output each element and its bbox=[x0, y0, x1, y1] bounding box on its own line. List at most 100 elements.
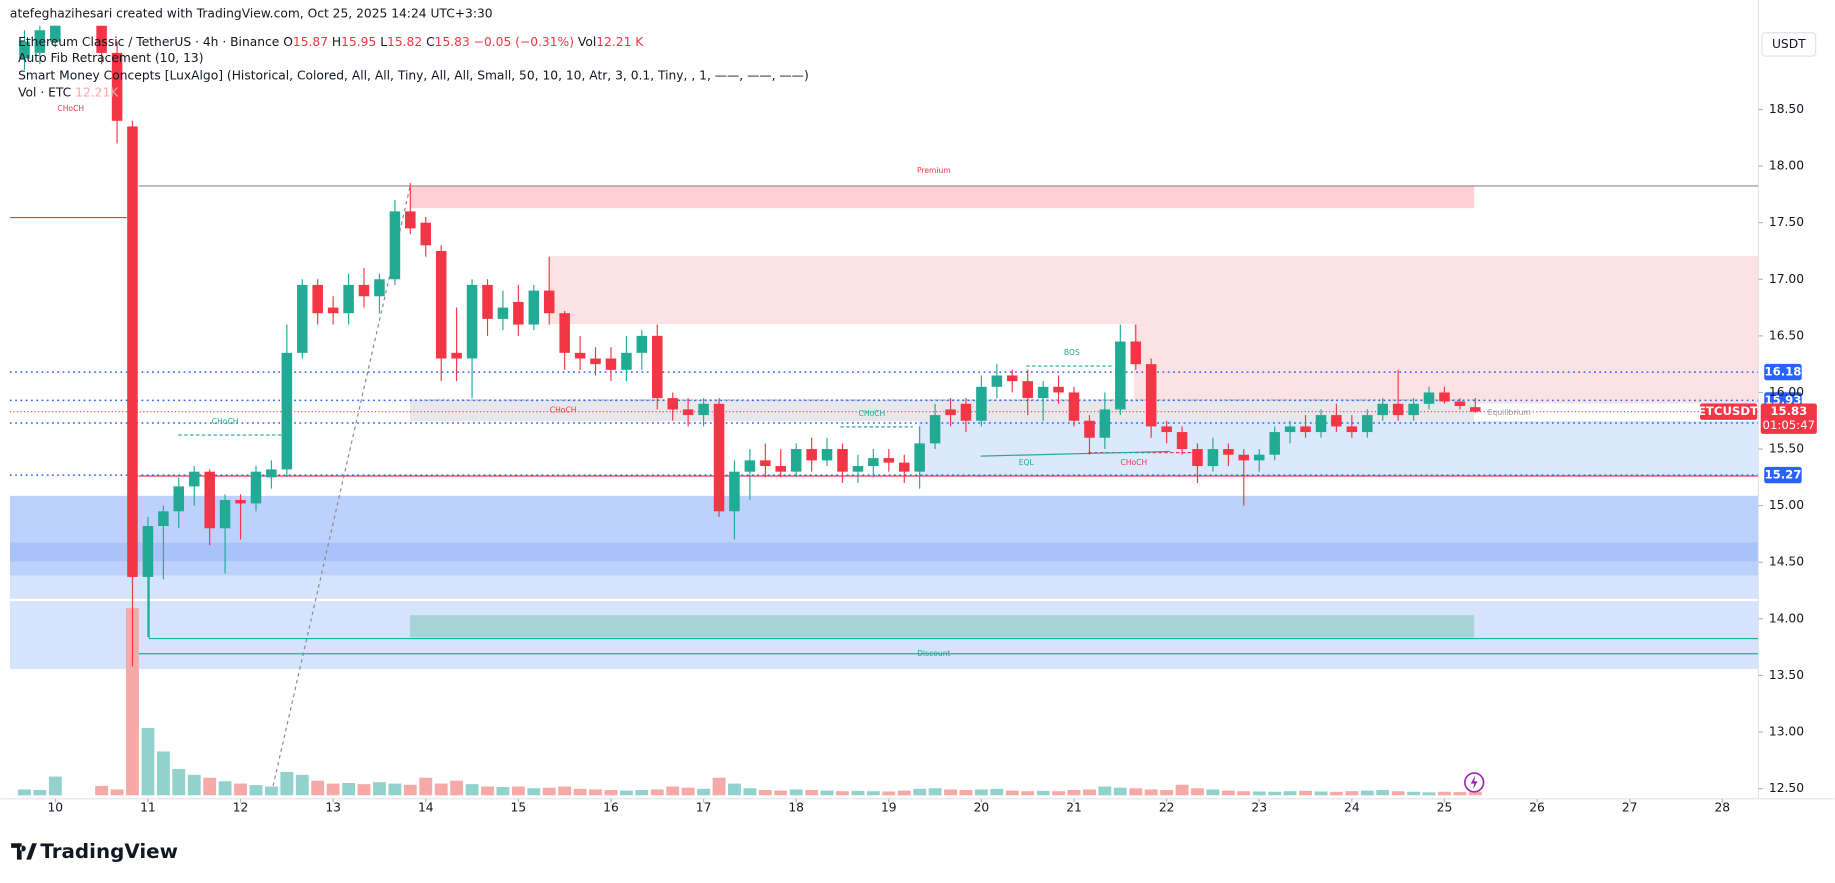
volume-bar bbox=[604, 790, 618, 796]
y-tick-label: 13.00 bbox=[1769, 725, 1804, 739]
candle-body bbox=[1053, 386, 1064, 393]
candle-body bbox=[1068, 392, 1080, 421]
volume-bar bbox=[1283, 791, 1297, 796]
candle-body bbox=[374, 279, 385, 297]
legend-symbol: Ethereum Classic / TetherUS · 4h · Binan… bbox=[18, 35, 644, 49]
vol-value: 12.21 K bbox=[596, 35, 644, 49]
logo-icon bbox=[11, 843, 37, 860]
volume-indicator: Vol · ETC 12.21K bbox=[18, 85, 119, 99]
candle-body bbox=[466, 284, 478, 359]
alert-bolt[interactable] bbox=[1470, 775, 1478, 790]
volume-bar bbox=[1438, 791, 1451, 796]
logo: TradingView bbox=[11, 840, 178, 863]
volume-bar bbox=[944, 789, 958, 796]
volume-bar bbox=[1407, 791, 1421, 796]
volume-bar bbox=[187, 774, 201, 796]
candle-body bbox=[528, 290, 540, 325]
demand-zone bbox=[918, 421, 1759, 477]
candle-body bbox=[1084, 420, 1095, 438]
volume-bar bbox=[511, 786, 525, 796]
currency-box[interactable] bbox=[1761, 32, 1817, 57]
volume-bar bbox=[264, 786, 278, 796]
candle-body bbox=[327, 307, 339, 314]
candle-body bbox=[852, 466, 864, 472]
alert-icon[interactable] bbox=[1464, 772, 1485, 793]
x-tick-label: 21 bbox=[1066, 801, 1082, 815]
candle-body bbox=[451, 352, 462, 359]
volume-bar bbox=[712, 777, 726, 796]
currency[interactable]: USDT bbox=[1772, 37, 1806, 51]
annotation: CHoCH bbox=[859, 409, 886, 418]
volume-bar bbox=[897, 790, 911, 796]
candle-body bbox=[899, 462, 910, 472]
y-tick-label: 14.50 bbox=[1769, 555, 1804, 569]
volume-bar bbox=[1160, 790, 1174, 796]
candle-body bbox=[621, 352, 632, 370]
annotation: CHoCH bbox=[550, 406, 577, 415]
volume-bar bbox=[1299, 790, 1312, 796]
volume-bar bbox=[1021, 791, 1035, 796]
candle-body bbox=[142, 526, 154, 577]
candle-body bbox=[1284, 426, 1296, 433]
candle-body bbox=[1099, 409, 1111, 438]
candle-body bbox=[1269, 432, 1280, 455]
annotation: Premium bbox=[917, 166, 951, 175]
candle-body bbox=[976, 386, 987, 421]
candle-body bbox=[482, 284, 493, 319]
volume-bar bbox=[141, 728, 155, 796]
volume-bar bbox=[789, 789, 803, 796]
candle-body bbox=[729, 471, 740, 512]
volume-bar bbox=[681, 787, 695, 796]
candle-body bbox=[250, 471, 262, 504]
volume-bar bbox=[1237, 791, 1251, 796]
candle-body bbox=[837, 449, 848, 472]
candle-body bbox=[1223, 449, 1234, 455]
volume-bar bbox=[1144, 789, 1158, 796]
volume-bar bbox=[758, 790, 772, 796]
candle-body bbox=[1423, 392, 1435, 404]
candle-body bbox=[19, 41, 30, 59]
candle-body bbox=[1145, 364, 1157, 427]
supply-zone bbox=[1133, 323, 1759, 404]
candle-body bbox=[312, 284, 323, 314]
volume-bar bbox=[110, 789, 124, 796]
volume-bar bbox=[851, 790, 865, 796]
volume-bar bbox=[156, 751, 170, 796]
x-tick-label: 19 bbox=[881, 801, 897, 815]
axes: Premium Discount Equilibrium CHoCH CHoCH CHoC… bbox=[0, 0, 1835, 815]
volume-bar bbox=[1422, 792, 1436, 796]
plot-area bbox=[9, 185, 1759, 787]
x-tick-label: 13 bbox=[325, 801, 341, 815]
x-tick-label: 27 bbox=[1622, 801, 1638, 815]
candle-body bbox=[806, 449, 817, 461]
ohlc-label: H bbox=[332, 35, 341, 49]
volume-bar bbox=[697, 788, 711, 796]
volume-bar bbox=[805, 790, 819, 796]
premium-zone bbox=[409, 185, 1475, 209]
candle-body bbox=[821, 449, 833, 461]
volume-bar bbox=[820, 790, 834, 796]
candle-body bbox=[543, 290, 555, 314]
volume-bar bbox=[403, 784, 417, 796]
volume-bar bbox=[1206, 789, 1220, 796]
volume-bar bbox=[990, 788, 1004, 796]
candle-body bbox=[1022, 381, 1033, 399]
volume-bar bbox=[959, 790, 973, 796]
volume-bar bbox=[280, 771, 294, 796]
volume-bar bbox=[218, 781, 232, 796]
close-value: 15.83 bbox=[435, 35, 470, 49]
volume-bar bbox=[1175, 784, 1189, 796]
annotation: Discount bbox=[917, 649, 950, 658]
candle-body bbox=[574, 352, 586, 359]
volume-bar bbox=[1052, 791, 1065, 796]
ohlc-label: L bbox=[380, 35, 387, 49]
logo-text: TradingView bbox=[40, 840, 178, 863]
y-tick-label: 15.50 bbox=[1769, 442, 1804, 456]
annotation: BOS bbox=[1064, 348, 1080, 357]
volume-bar bbox=[1314, 791, 1328, 796]
candle-body bbox=[1161, 426, 1172, 433]
candle-body bbox=[1176, 432, 1188, 450]
y-tick-label: 15.00 bbox=[1769, 498, 1804, 512]
volume-bar bbox=[836, 791, 849, 796]
